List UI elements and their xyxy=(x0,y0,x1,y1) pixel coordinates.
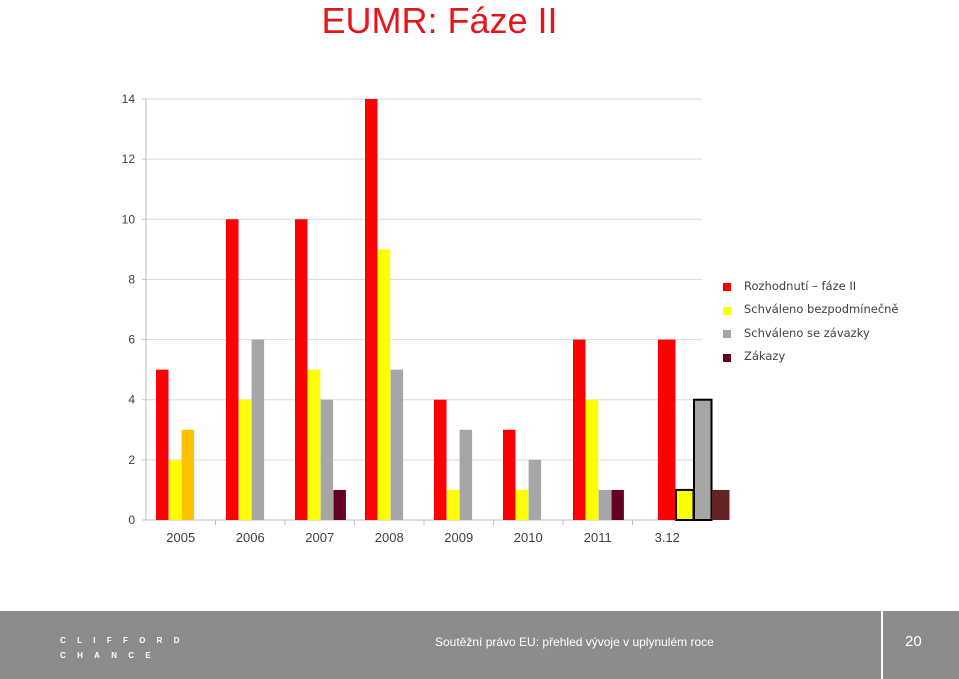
bar xyxy=(365,99,378,520)
bar xyxy=(238,399,252,520)
bar xyxy=(446,489,460,520)
legend-label: Zákazy xyxy=(744,349,786,364)
bar-chart: 0 2 4 6 8 10 12 14 2005 2006 2007 2008 2009 2010 2011 3… xyxy=(122,92,730,545)
x-tick-label: 2011 xyxy=(584,530,612,545)
x-tick-label: 2006 xyxy=(236,530,265,545)
y-tick-label: 12 xyxy=(122,152,136,166)
bar xyxy=(251,339,265,520)
legend-label: Schváleno se závazky xyxy=(744,325,870,340)
bar xyxy=(658,339,676,520)
bar xyxy=(503,429,516,520)
legend-swatch xyxy=(723,353,731,362)
legend-item: Schváleno se závazky xyxy=(723,321,899,345)
x-tick-label: 3.12 xyxy=(655,530,680,545)
legend-swatch xyxy=(723,330,731,339)
bar xyxy=(320,399,334,520)
page-number-box: 20 xyxy=(881,611,959,679)
y-tick-label: 10 xyxy=(122,212,136,226)
bar xyxy=(712,489,730,520)
legend-label: Schváleno bezpodmínečně xyxy=(744,302,899,317)
bar xyxy=(528,459,542,520)
legend-item: Schváleno bezpodmínečně xyxy=(723,298,899,322)
bar xyxy=(295,219,308,521)
bar xyxy=(515,489,529,520)
legend-label: Rozhodnutí – fáze II xyxy=(744,278,857,293)
footer-bar: CLIFFORD CHANCE Soutěžní právo EU: přehl… xyxy=(0,611,959,679)
x-tick-label: 2009 xyxy=(444,530,473,545)
bar xyxy=(611,489,624,520)
bar xyxy=(156,369,169,520)
y-tick-label: 4 xyxy=(128,393,135,407)
x-tick-label: 2008 xyxy=(375,530,404,545)
bar xyxy=(459,429,473,520)
legend-item: Rozhodnutí – fáze II xyxy=(723,274,899,298)
x-tick-label: 2010 xyxy=(514,530,543,545)
y-tick-label: 0 xyxy=(128,513,135,527)
bar xyxy=(226,219,239,521)
bar xyxy=(333,489,346,520)
legend-swatch xyxy=(723,306,731,315)
y-tick-label: 8 xyxy=(128,272,135,286)
logo-line-1: CLIFFORD xyxy=(60,636,191,645)
y-tick-label: 2 xyxy=(128,453,135,467)
footer-caption: Soutěžní právo EU: přehled vývoje v uply… xyxy=(435,635,714,649)
bar xyxy=(168,459,182,520)
slide-title: EUMR: Fáze II xyxy=(321,0,558,41)
bar xyxy=(307,369,321,520)
bar xyxy=(585,399,599,520)
y-tick-label: 14 xyxy=(122,92,136,106)
bar xyxy=(377,249,391,520)
bar xyxy=(181,429,195,520)
legend-item: Zákazy xyxy=(723,345,899,369)
chart-legend: Rozhodnutí – fáze II Schváleno bezpodmíne… xyxy=(723,274,899,368)
page-number: 20 xyxy=(905,633,922,650)
x-tick-label: 2005 xyxy=(166,530,195,545)
bar xyxy=(675,488,695,521)
bar xyxy=(390,369,404,520)
bar xyxy=(598,489,612,520)
legend-swatch xyxy=(723,283,731,292)
bar xyxy=(693,398,713,522)
bar xyxy=(434,399,447,520)
bar xyxy=(573,339,586,520)
logo-line-2: CHANCE xyxy=(60,651,163,660)
x-tick-label: 2007 xyxy=(305,530,334,545)
y-tick-label: 6 xyxy=(128,333,135,347)
clifford-chance-logo: CLIFFORD CHANCE xyxy=(60,633,191,663)
